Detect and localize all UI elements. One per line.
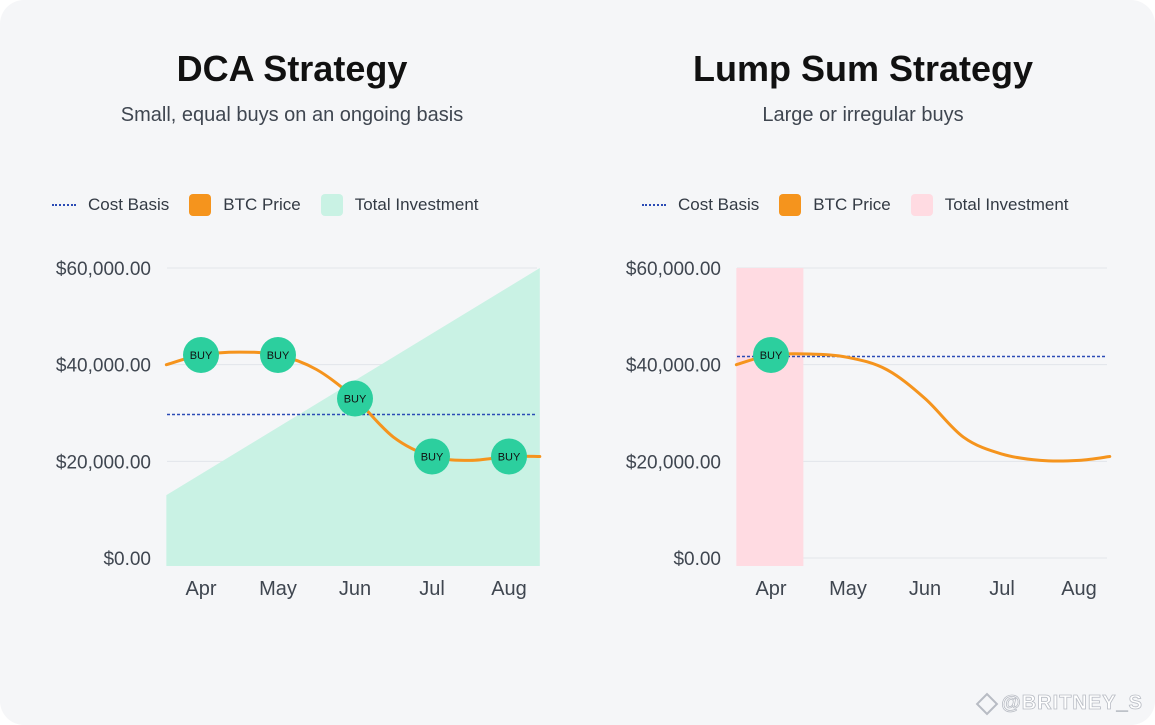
dca-legend: Cost Basis BTC Price Total Investment [52,192,499,218]
x-tick-label: Jul [989,578,1015,600]
legend-item-cost-basis: Cost Basis [52,195,169,215]
legend-label: BTC Price [223,195,301,214]
y-tick-label: $60,000.00 [626,259,721,280]
x-tick-label: Jun [339,578,371,600]
y-tick-label: $40,000.00 [56,356,151,377]
legend-item-cost-basis: Cost Basis [642,195,759,215]
buy-marker [491,438,527,475]
y-tick-label: $20,000.00 [56,452,151,473]
buy-marker-label: BUY [421,452,444,464]
x-tick-label: Jun [909,578,941,600]
legend-label: BTC Price [813,195,891,214]
lump-title: Lump Sum Strategy [692,48,1034,89]
y-tick-label: $20,000.00 [626,452,721,473]
total-investment-swatch [910,194,933,216]
x-tick-label: Jul [419,578,445,600]
buy-marker [414,438,450,475]
legend-item-total-investment: Total Investment [910,194,1069,216]
dca-subtitle: Small, equal buys on an ongoing basis [120,104,464,126]
watermark-text: @BRITNEY_S [1001,692,1143,715]
cost-basis-swatch [52,204,76,206]
legend-label: Total Investment [944,195,1069,214]
y-tick-label: $0.00 [103,549,151,570]
x-tick-label: Aug [491,578,527,600]
total-investment-swatch [320,194,343,216]
cost-basis-swatch [642,204,666,206]
watermark: @BRITNEY_S [975,692,1143,715]
buy-marker [337,380,373,417]
buy-marker [753,337,789,373]
lump-legend: Cost Basis BTC Price Total Investment [642,192,1089,218]
legend-label: Total Investment [354,195,479,214]
buy-marker-label: BUY [190,350,213,362]
btc-price-swatch [779,194,802,216]
buy-marker-label: BUY [344,394,367,406]
buy-marker-label: BUY [267,350,290,362]
y-tick-label: $60,000.00 [56,259,151,280]
legend-item-total-investment: Total Investment [320,194,479,216]
dca-title: DCA Strategy [176,48,408,89]
x-tick-label: May [829,578,867,600]
buy-marker [183,337,219,373]
x-tick-label: May [259,578,297,600]
x-tick-label: Aug [1061,578,1097,600]
legend-item-btc-price: BTC Price [189,194,301,216]
total-investment-area [736,268,804,566]
dca-plot: $60,000.00 $40,000.00 $20,000.00 $0.00 BUY BU… [56,259,542,600]
legend-label: Cost Basis [88,195,170,214]
x-tick-label: Apr [185,578,216,600]
legend-label: Cost Basis [678,195,760,214]
buy-marker [260,337,296,373]
brand-icon [975,692,999,715]
legend-item-btc-price: BTC Price [779,194,891,216]
x-tick-label: Apr [755,578,786,600]
y-tick-label: $40,000.00 [626,356,721,377]
lump-plot: $60,000.00 $40,000.00 $20,000.00 $0.00 BUY Ap… [626,259,1112,600]
lump-subtitle: Large or irregular buys [762,104,964,126]
y-tick-label: $0.00 [673,549,721,570]
total-investment-area [166,268,540,566]
btc-price-line [734,352,1112,463]
btc-price-swatch [189,194,212,216]
buy-marker-label: BUY [760,350,783,362]
buy-marker-label: BUY [498,452,521,464]
